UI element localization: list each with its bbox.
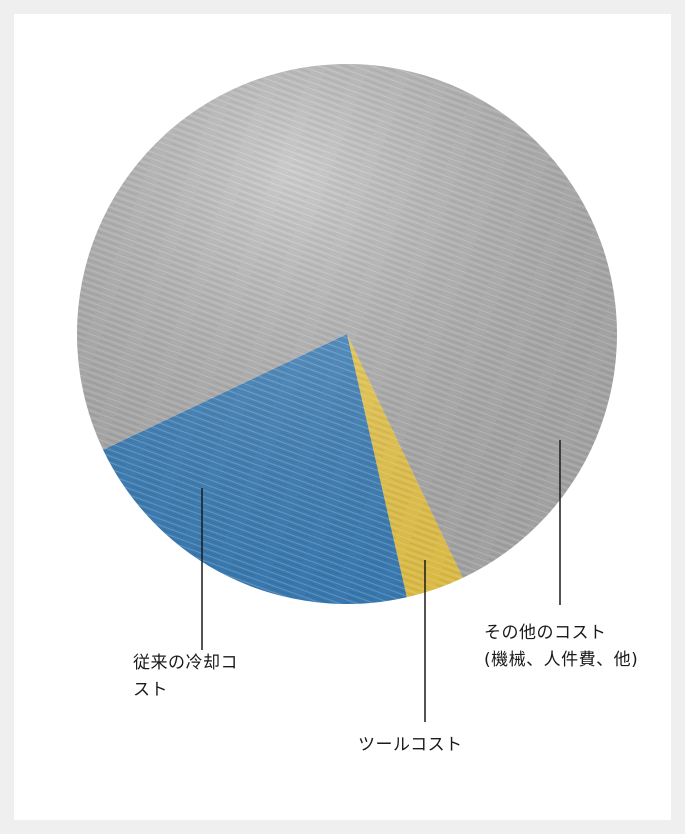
- texture: [77, 64, 617, 604]
- slice-label: 従来の冷却コ スト: [133, 653, 238, 700]
- shine: [77, 64, 617, 604]
- slice-label: その他のコスト (機械、人件費、他): [484, 623, 639, 670]
- slice-label: ツールコスト: [358, 735, 463, 755]
